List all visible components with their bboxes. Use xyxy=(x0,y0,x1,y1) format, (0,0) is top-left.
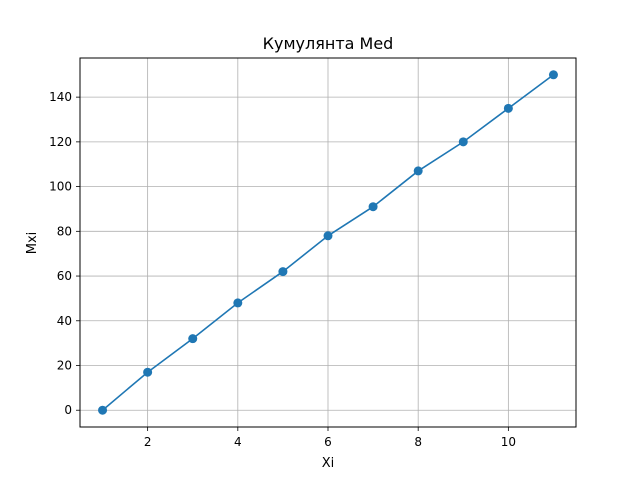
y-axis-label: Mxi xyxy=(25,232,40,255)
y-tick-label: 40 xyxy=(57,314,72,328)
data-point xyxy=(503,103,513,113)
data-point xyxy=(278,267,288,277)
data-point xyxy=(98,405,108,415)
y-tick-label: 20 xyxy=(57,359,72,373)
series-layer xyxy=(98,70,558,415)
x-tick-label: 2 xyxy=(144,435,152,449)
x-tick-label: 8 xyxy=(414,435,422,449)
grid xyxy=(80,58,576,427)
data-point xyxy=(323,231,333,241)
y-tick-label: 80 xyxy=(57,224,72,238)
y-tick-label: 140 xyxy=(49,90,72,104)
x-axis-label: Xi xyxy=(322,456,335,471)
data-point xyxy=(143,367,153,377)
data-point xyxy=(188,334,198,344)
x-tick-label: 10 xyxy=(501,435,516,449)
data-point xyxy=(458,137,468,147)
y-tick-label: 100 xyxy=(49,180,72,194)
x-tick-label: 4 xyxy=(234,435,242,449)
data-point xyxy=(233,298,243,308)
y-tick-label: 120 xyxy=(49,135,72,149)
x-tick-label: 6 xyxy=(324,435,332,449)
data-point xyxy=(548,70,558,80)
y-tick-label: 0 xyxy=(64,403,72,417)
chart-title: Кумулянта Med xyxy=(263,34,394,53)
data-point xyxy=(368,202,378,212)
data-point xyxy=(413,166,423,176)
y-tick-label: 60 xyxy=(57,269,72,283)
